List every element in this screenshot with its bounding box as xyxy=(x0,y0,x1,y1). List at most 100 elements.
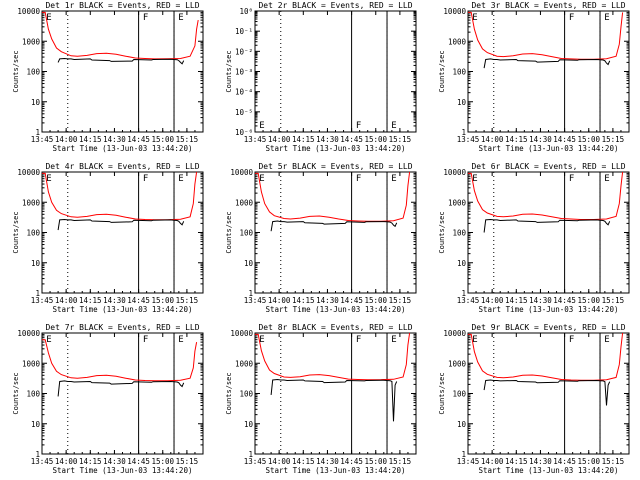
x-tick-label: 14:45 xyxy=(553,135,576,144)
x-tick-label: 14:15 xyxy=(292,296,315,305)
x-axis-label: Start Time (13-Jun-03 13:44:20) xyxy=(479,466,619,475)
flag-marker-e: E xyxy=(46,335,51,345)
x-tick-label: 14:30 xyxy=(316,296,339,305)
y-axis-label: Counts/sec xyxy=(12,211,20,253)
x-tick-label: 14:30 xyxy=(103,135,126,144)
x-tick-label: 13:45 xyxy=(31,296,54,305)
x-tick-label: 14:00 xyxy=(55,457,78,466)
x-tick-label: 15:00 xyxy=(151,135,174,144)
series-lld-line xyxy=(42,339,198,382)
y-tick-label: 10⁰ xyxy=(239,7,253,16)
y-tick-label: 100 xyxy=(239,229,253,238)
series-events-line xyxy=(483,218,611,233)
x-tick-label: 15:15 xyxy=(176,457,199,466)
y-axis-label: Counts/sec xyxy=(12,50,20,92)
flag-marker-f: F xyxy=(143,174,148,184)
x-tick-label: 15:15 xyxy=(602,296,625,305)
x-tick-label: 13:45 xyxy=(31,135,54,144)
x-tick-label: 15:15 xyxy=(389,296,412,305)
flag-marker-e: E xyxy=(472,13,477,23)
y-tick-label: 1 xyxy=(248,289,253,298)
x-tick-label: 15:15 xyxy=(389,457,412,466)
y-tick-label: 10 xyxy=(31,420,41,429)
x-tick-label: 15:00 xyxy=(151,296,174,305)
x-tick-label: 15:15 xyxy=(176,135,199,144)
flag-marker-f: F xyxy=(143,335,148,345)
series-events-line xyxy=(483,58,611,69)
x-tick-label: 14:30 xyxy=(529,457,552,466)
x-axis-label: Start Time (13-Jun-03 13:44:20) xyxy=(53,144,193,153)
y-tick-label: 10000 xyxy=(443,329,466,338)
plot-frame xyxy=(467,10,630,133)
x-tick-label: 14:15 xyxy=(505,296,528,305)
flag-marker-e: E xyxy=(391,174,396,184)
flag-marker-f: F xyxy=(569,174,574,184)
flag-marker-e: E xyxy=(604,174,609,184)
y-tick-label: 100 xyxy=(26,390,40,399)
x-tick-label: 15:00 xyxy=(364,457,387,466)
x-tick-label: 15:00 xyxy=(577,135,600,144)
x-tick-label: 14:45 xyxy=(340,457,363,466)
x-tick-label: 14:45 xyxy=(127,296,150,305)
x-tick-label: 14:00 xyxy=(55,296,78,305)
y-axis-label: Counts/sec xyxy=(12,372,20,414)
y-tick-label: 10 xyxy=(31,259,41,268)
x-tick-label: 15:15 xyxy=(176,296,199,305)
x-tick-label: 14:30 xyxy=(103,296,126,305)
x-tick-label: 13:45 xyxy=(457,457,480,466)
y-tick-label: 10⁻¹ xyxy=(235,27,253,36)
x-tick-label: 13:45 xyxy=(457,296,480,305)
x-tick-label: 13:45 xyxy=(31,457,54,466)
series-events-line xyxy=(57,57,185,65)
y-tick-label: 1000 xyxy=(235,198,254,207)
x-axis-label: Start Time (13-Jun-03 13:44:20) xyxy=(266,305,406,314)
plot-frame xyxy=(254,171,417,294)
x-tick-label: 14:00 xyxy=(268,135,291,144)
flag-marker-e: E xyxy=(259,121,264,131)
y-tick-label: 1000 xyxy=(448,37,467,46)
x-tick-label: 14:45 xyxy=(340,135,363,144)
y-tick-label: 10000 xyxy=(230,168,253,177)
plot-frame xyxy=(41,171,204,294)
x-tick-label: 13:45 xyxy=(244,457,267,466)
flag-marker-f: F xyxy=(143,13,148,23)
series-lld-line xyxy=(468,11,624,60)
x-tick-label: 15:00 xyxy=(577,457,600,466)
y-tick-label: 100 xyxy=(452,229,466,238)
series-events-line xyxy=(57,218,185,231)
x-tick-label: 14:15 xyxy=(292,457,315,466)
y-tick-label: 1000 xyxy=(22,37,41,46)
y-tick-label: 100 xyxy=(26,229,40,238)
x-tick-label: 15:00 xyxy=(151,457,174,466)
y-axis-label: Counts/sec xyxy=(438,211,446,253)
y-tick-label: 100 xyxy=(452,390,466,399)
x-tick-label: 15:00 xyxy=(577,296,600,305)
y-axis-label: Counts/sec xyxy=(438,372,446,414)
series-events-line xyxy=(483,379,611,406)
x-tick-label: 15:15 xyxy=(389,135,412,144)
x-tick-label: 14:45 xyxy=(340,296,363,305)
flag-marker-f: F xyxy=(569,13,574,23)
y-tick-label: 10⁻⁶ xyxy=(235,128,253,137)
series-lld-line xyxy=(42,171,198,221)
flag-marker-e: E xyxy=(391,121,396,131)
x-tick-label: 14:15 xyxy=(292,135,315,144)
y-tick-label: 10000 xyxy=(230,329,253,338)
x-axis-label: Start Time (13-Jun-03 13:44:20) xyxy=(53,466,193,475)
series-lld-line xyxy=(255,332,411,381)
y-tick-label: 100 xyxy=(452,68,466,77)
series-lld-line xyxy=(468,332,624,381)
y-tick-label: 10000 xyxy=(17,329,40,338)
y-tick-label: 10 xyxy=(244,420,254,429)
x-tick-label: 14:00 xyxy=(268,296,291,305)
flag-marker-f: F xyxy=(356,335,361,345)
x-axis-label: Start Time (13-Jun-03 13:44:20) xyxy=(266,466,406,475)
x-tick-label: 14:15 xyxy=(505,457,528,466)
flag-marker-e: E xyxy=(604,335,609,345)
y-tick-label: 10000 xyxy=(443,7,466,16)
y-tick-label: 10 xyxy=(244,259,254,268)
y-tick-label: 1000 xyxy=(448,359,467,368)
